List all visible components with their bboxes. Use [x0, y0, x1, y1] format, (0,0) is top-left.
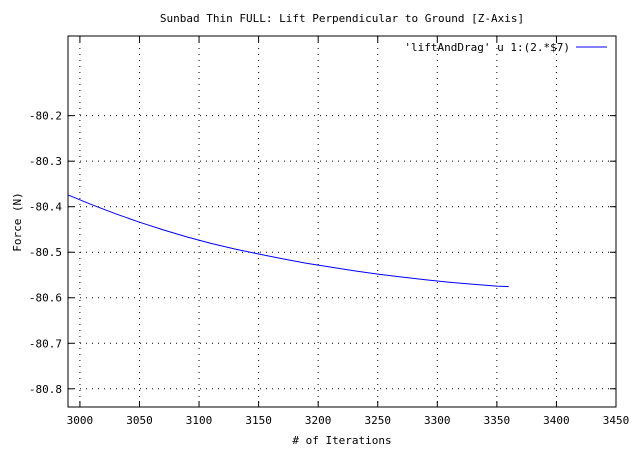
x-tick-label: 3000 [67, 414, 94, 427]
x-axis-label: # of Iterations [292, 434, 391, 447]
x-tick-label: 3350 [484, 414, 511, 427]
y-tick-label: -80.3 [29, 155, 62, 168]
y-tick-label: -80.5 [29, 246, 62, 259]
x-tick-label: 3200 [305, 414, 332, 427]
chart-title: Sunbad Thin FULL: Lift Perpendicular to … [160, 12, 524, 25]
x-tick-label: 3100 [186, 414, 213, 427]
x-tick-label: 3450 [603, 414, 630, 427]
axis-ticks: 3000 3050 3100 3150 3200 3250 3300 3350 3400 3450… [29, 36, 629, 427]
y-tick-label: -80.4 [29, 201, 62, 214]
y-tick-label: -80.2 [29, 110, 62, 123]
plot-frame [67, 35, 617, 408]
x-tick-label: 3300 [424, 414, 451, 427]
series-line [67, 194, 509, 288]
y-axis-label: Force (N) [11, 192, 24, 252]
x-tick-label: 3400 [543, 414, 570, 427]
y-tick-label: -80.8 [29, 383, 62, 396]
x-tick-label: 3250 [364, 414, 391, 427]
x-tick-label: 3050 [126, 414, 153, 427]
legend-entry-label: 'liftAndDrag' u 1:(2.*$7) [404, 41, 570, 54]
y-tick-label: -80.7 [29, 337, 62, 350]
x-tick-label: 3150 [245, 414, 272, 427]
y-tick-label: -80.6 [29, 292, 62, 305]
series-lines [67, 194, 509, 288]
grid [68, 36, 617, 407]
legend: 'liftAndDrag' u 1:(2.*$7) [404, 41, 607, 54]
